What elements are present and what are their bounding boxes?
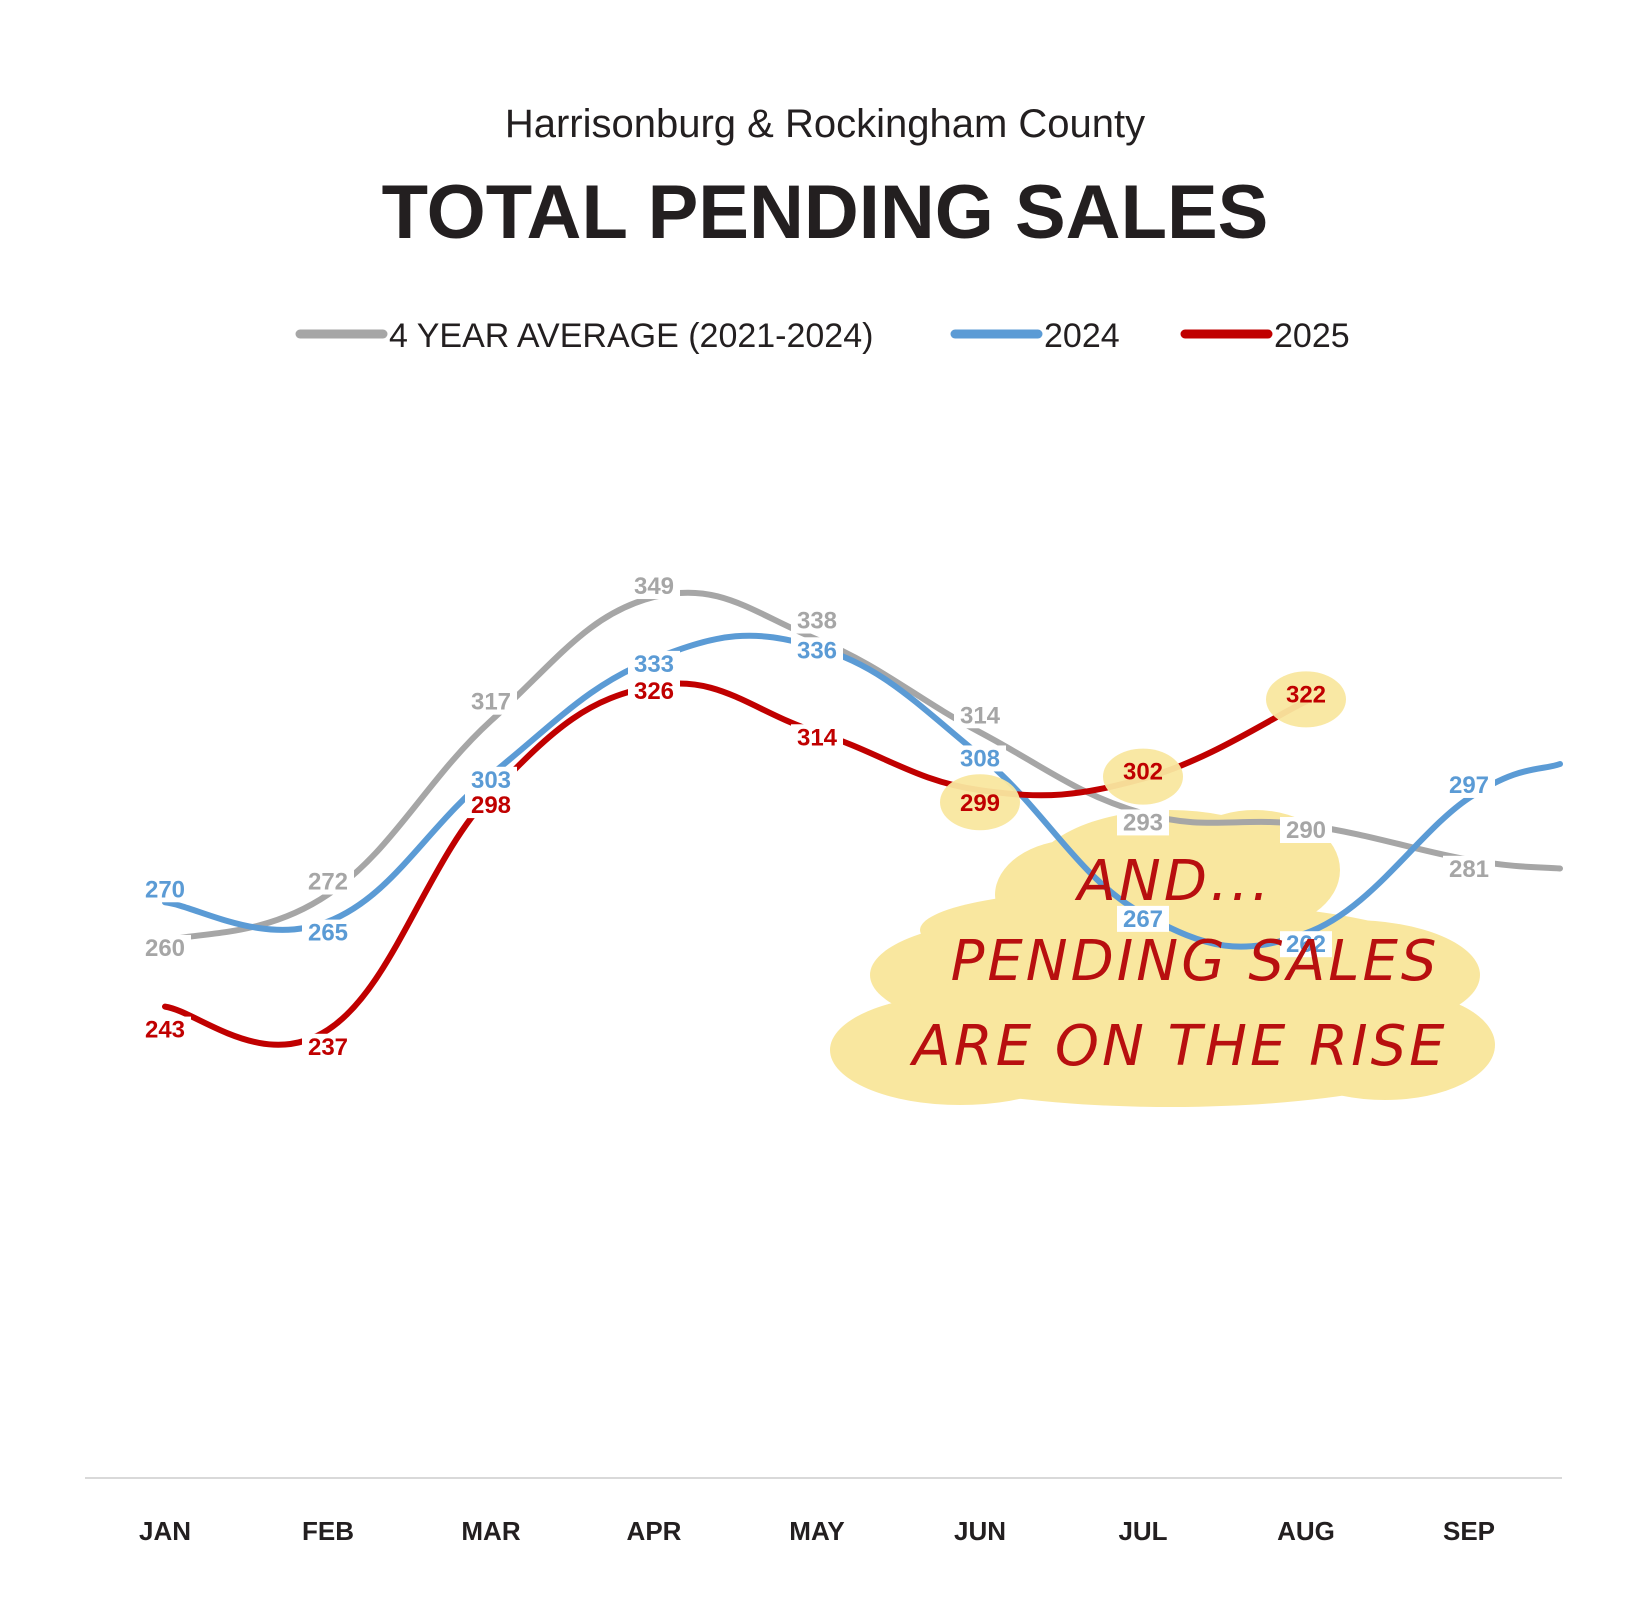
label-backing <box>1443 771 1495 798</box>
label-backing <box>1443 855 1495 882</box>
data-label-4-year-average-2021-2024-jun: 314 <box>960 702 1001 729</box>
data-label-4-year-average-2021-2024-sep: 281 <box>1449 856 1489 883</box>
series-line-2024 <box>162 632 1563 950</box>
data-label-2024-jun: 308 <box>960 745 1000 772</box>
label-backing <box>628 677 680 704</box>
point-highlights <box>940 671 1346 831</box>
data-label-2025-feb: 237 <box>308 1034 348 1061</box>
legend-label-2025: 2025 <box>1274 317 1350 355</box>
data-label-2024-aug: 262 <box>1286 931 1326 958</box>
x-tick-apr: APR <box>627 1516 682 1546</box>
legend-label-2024: 2024 <box>1044 317 1120 355</box>
data-label-2025-apr: 326 <box>634 678 674 705</box>
label-backing <box>139 1016 191 1043</box>
label-backing <box>954 745 1006 772</box>
x-tick-aug: AUG <box>1277 1516 1335 1546</box>
data-label-2025-jul: 302 <box>1123 759 1163 786</box>
data-label-2024-sep: 297 <box>1449 772 1489 799</box>
label-backing <box>1280 817 1332 843</box>
data-label-2025-may: 314 <box>797 724 838 751</box>
x-tick-sep: SEP <box>1443 1516 1495 1546</box>
x-tick-may: MAY <box>789 1516 844 1546</box>
label-backing <box>1117 809 1169 836</box>
data-label-2024-may: 336 <box>797 637 837 664</box>
label-backing <box>302 1033 354 1060</box>
label-backing <box>1280 931 1332 958</box>
annotation-text: AND... PENDING SALES ARE ON THE RISE <box>909 849 1447 1079</box>
x-axis-ticks: JAN FEB MAR APR MAY JUN JUL AUG SEP <box>139 1516 1495 1546</box>
x-tick-jan: JAN <box>139 1516 191 1546</box>
label-backing <box>139 934 191 961</box>
x-tick-jul: JUL <box>1118 1516 1167 1546</box>
series-line-4-year-average-2021-2024 <box>162 589 1563 944</box>
chart-legend: 4 YEAR AVERAGE (2021-2024) 2024 2025 <box>295 317 1350 355</box>
data-label-4-year-average-2021-2024-feb: 272 <box>308 869 348 896</box>
data-label-4-year-average-2021-2024-mar: 317 <box>471 689 511 716</box>
x-tick-jun: JUN <box>954 1516 1006 1546</box>
label-backing <box>1117 905 1169 932</box>
label-backing <box>465 766 517 793</box>
data-label-4-year-average-2021-2024-jan: 260 <box>145 935 185 962</box>
label-backing <box>302 868 354 895</box>
annotation-line-2: PENDING SALES <box>951 929 1440 994</box>
label-backing <box>954 702 1006 729</box>
label-backing <box>628 650 680 677</box>
label-backing <box>791 637 843 664</box>
annotation-line-3: ARE ON THE RISE <box>909 1014 1447 1079</box>
highlight-2025-jul <box>1103 748 1183 805</box>
label-backing <box>302 919 354 946</box>
data-label-4-year-average-2021-2024-apr: 349 <box>634 573 674 600</box>
data-label-4-year-average-2021-2024-aug: 290 <box>1286 817 1326 844</box>
data-label-2025-jan: 243 <box>145 1017 185 1044</box>
legend-label-4-year-average-2021-2024: 4 YEAR AVERAGE (2021-2024) <box>389 317 873 355</box>
label-backing <box>791 607 843 634</box>
x-tick-feb: FEB <box>302 1516 354 1546</box>
x-tick-mar: MAR <box>461 1516 520 1546</box>
annotation-highlight <box>830 810 1495 1107</box>
annotation-line-1: AND... <box>1075 849 1273 914</box>
highlight-scribble <box>910 965 1430 1045</box>
label-backing <box>465 792 517 819</box>
data-label-2024-apr: 333 <box>634 651 674 678</box>
data-label-2024-feb: 265 <box>308 920 348 947</box>
label-backing <box>139 876 191 903</box>
data-label-2024-jan: 270 <box>145 876 185 903</box>
data-label-2025-aug: 322 <box>1286 681 1326 708</box>
highlight-2025-jun <box>940 774 1020 831</box>
data-label-4-year-average-2021-2024-may: 338 <box>797 608 837 635</box>
highlight-2025-aug <box>1266 671 1346 728</box>
label-backing <box>465 688 517 715</box>
label-backing <box>791 724 843 751</box>
data-label-2024-jul: 267 <box>1123 906 1163 933</box>
chart-subtitle: Harrisonburg & Rockingham County <box>505 102 1145 146</box>
data-label-2025-mar: 298 <box>471 792 511 819</box>
label-backing <box>628 573 680 600</box>
data-label-2024-mar: 303 <box>471 767 511 794</box>
data-label-2025-jun: 299 <box>960 790 1000 817</box>
data-label-4-year-average-2021-2024-jul: 293 <box>1123 809 1163 836</box>
chart-title: TOTAL PENDING SALES <box>382 170 1269 255</box>
